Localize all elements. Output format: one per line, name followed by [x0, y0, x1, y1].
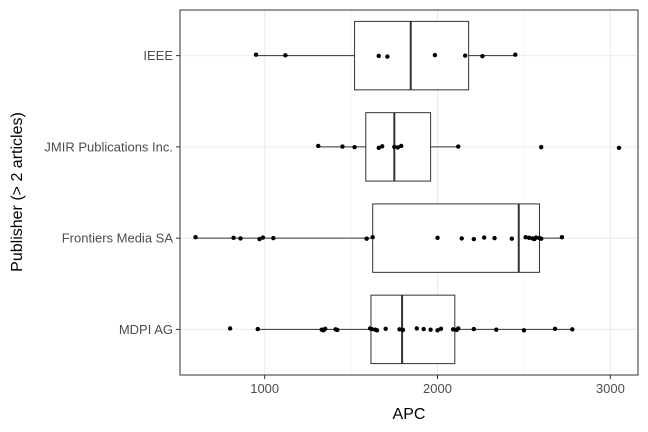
point-layer — [193, 52, 622, 333]
data-point — [471, 326, 477, 332]
y-tick-label: Frontiers Media SA — [62, 231, 174, 246]
data-point — [432, 52, 438, 58]
data-point — [399, 143, 404, 149]
data-point — [374, 328, 380, 333]
x-axis-title: APC — [393, 406, 426, 423]
data-point — [340, 144, 345, 149]
data-point — [539, 236, 544, 241]
data-point — [385, 54, 390, 59]
data-point — [492, 235, 497, 241]
data-point — [397, 327, 402, 332]
data-point — [231, 235, 236, 241]
data-point — [509, 236, 515, 241]
data-point — [552, 326, 558, 331]
data-point — [369, 326, 375, 332]
data-point — [283, 53, 288, 58]
data-point — [456, 326, 461, 331]
y-tick-label: MDPI AG — [119, 322, 173, 337]
data-point — [494, 327, 499, 332]
y-axis-title: Publisher (> 2 articles) — [9, 112, 26, 272]
data-point — [481, 235, 487, 240]
data-point — [380, 144, 385, 149]
data-point — [271, 235, 276, 241]
data-point — [352, 144, 357, 150]
data-point — [238, 236, 243, 241]
data-point — [471, 236, 477, 242]
data-point — [414, 326, 419, 331]
box-layer — [195, 20, 573, 365]
data-point — [255, 326, 260, 332]
data-point — [438, 326, 444, 331]
data-point — [335, 327, 340, 333]
data-point — [539, 144, 544, 150]
data-point — [322, 326, 328, 331]
data-point — [383, 326, 388, 331]
data-point — [513, 52, 518, 57]
data-point — [526, 235, 532, 241]
axis-layer: 1000 2000 3000 IEEE JMIR Publications Inc. Fr… — [44, 48, 624, 396]
data-point — [395, 145, 400, 150]
data-point — [193, 235, 198, 240]
panel-border — [179, 9, 639, 376]
data-point — [392, 144, 397, 150]
data-point — [260, 235, 266, 240]
data-point — [428, 327, 433, 332]
data-point — [456, 144, 461, 149]
data-point — [521, 328, 527, 333]
data-point — [435, 328, 440, 333]
data-point — [570, 327, 575, 332]
data-point — [421, 326, 426, 332]
data-point — [227, 326, 233, 331]
data-point — [616, 145, 622, 150]
data-point — [459, 236, 464, 241]
data-point — [462, 53, 468, 58]
data-point — [559, 235, 565, 240]
x-tick-label: 2000 — [423, 381, 452, 396]
x-tick-label: 1000 — [250, 381, 279, 396]
data-point — [376, 145, 381, 150]
data-point — [370, 235, 375, 240]
data-point — [435, 235, 440, 241]
data-point — [253, 52, 259, 57]
data-point — [400, 327, 406, 333]
data-point — [533, 235, 539, 240]
data-point — [257, 236, 262, 242]
x-tick-label: 3000 — [596, 381, 625, 396]
data-point — [480, 54, 485, 59]
data-point — [450, 327, 456, 332]
y-tick-label: IEEE — [143, 48, 173, 63]
data-point — [523, 235, 528, 240]
data-point — [376, 53, 381, 59]
y-tick-label: JMIR Publications Inc. — [44, 139, 173, 154]
data-point — [316, 143, 321, 149]
box-iqr — [372, 203, 540, 273]
data-point — [364, 236, 369, 241]
